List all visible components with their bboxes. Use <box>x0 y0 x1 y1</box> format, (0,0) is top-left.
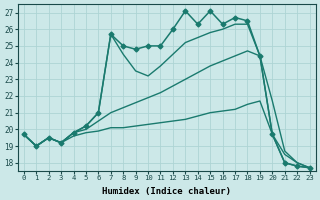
X-axis label: Humidex (Indice chaleur): Humidex (Indice chaleur) <box>102 187 231 196</box>
